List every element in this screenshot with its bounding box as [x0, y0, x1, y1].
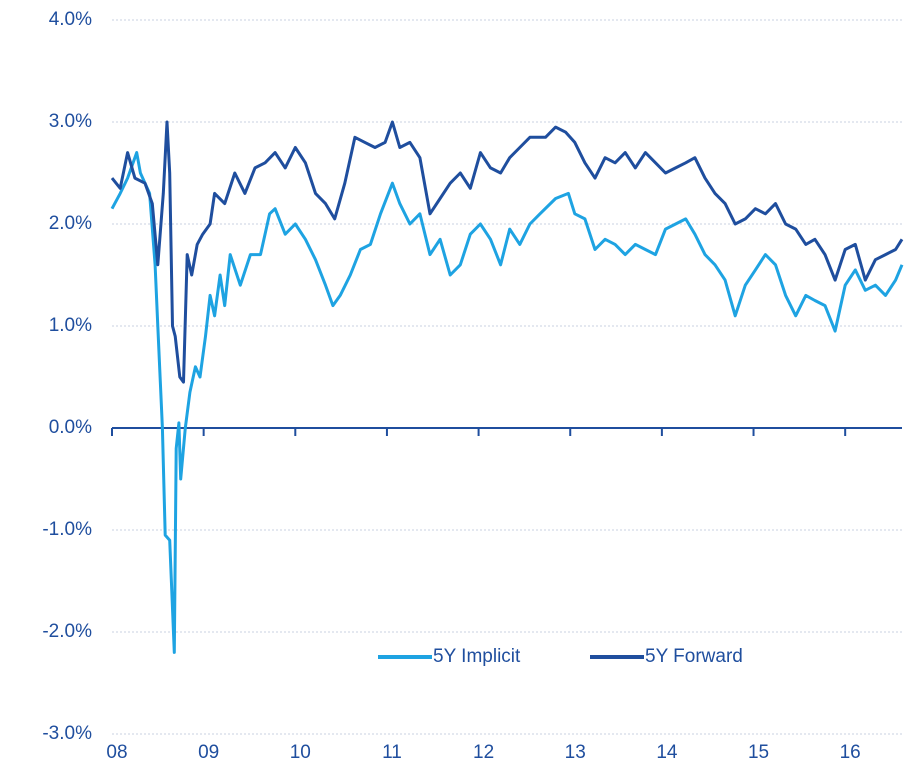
x-tick-label: 12 [473, 742, 494, 763]
x-tick-label: 16 [840, 742, 861, 763]
y-tick-label: 1.0% [49, 315, 92, 336]
y-tick-label: -3.0% [42, 723, 92, 744]
series-line [110, 151, 904, 654]
x-tick-label: 13 [565, 742, 586, 763]
y-tick-label: 4.0% [49, 9, 92, 30]
x-tick-label: 11 [382, 742, 402, 763]
x-tick-label: 08 [106, 742, 127, 763]
x-tick-label: 09 [198, 742, 219, 763]
legend-label: 5Y Forward [645, 646, 743, 667]
legend-label: 5Y Implicit [433, 646, 521, 667]
y-tick-label: 3.0% [49, 111, 92, 132]
y-tick-label: 0.0% [49, 417, 92, 438]
y-tick-label: -2.0% [42, 621, 92, 642]
x-tick-label: 14 [656, 742, 678, 763]
series-line [110, 120, 904, 384]
y-tick-label: 2.0% [49, 213, 92, 234]
x-tick-label: 10 [290, 742, 311, 763]
x-tick-label: 15 [748, 742, 769, 763]
y-tick-label: -1.0% [42, 519, 92, 540]
